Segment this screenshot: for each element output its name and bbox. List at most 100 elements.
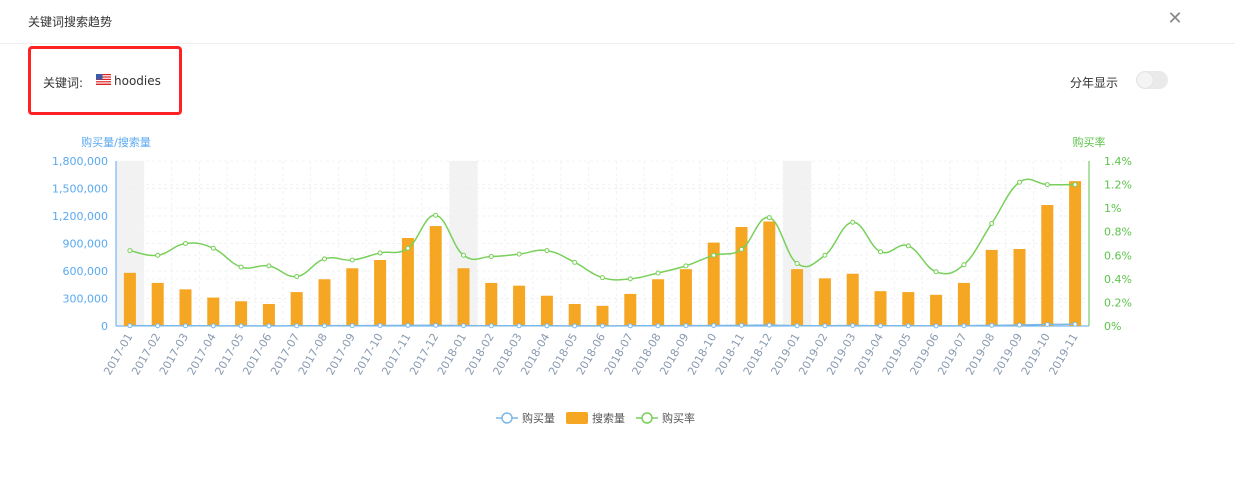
bar-searches xyxy=(818,278,831,326)
right-tick-label: 0% xyxy=(1104,320,1121,333)
bar-searches xyxy=(207,297,220,326)
point-rate xyxy=(627,276,633,282)
point-purchases xyxy=(655,323,661,329)
keyword-label: 关键词: xyxy=(43,76,84,90)
point-rate xyxy=(600,275,605,281)
keyword-value: hoodies xyxy=(114,74,161,88)
bar-searches xyxy=(1069,181,1082,326)
point-rate xyxy=(905,243,911,249)
dialog-header: 关键词搜索趋势 ✕ xyxy=(0,0,1235,44)
right-axis-title: 购买率 xyxy=(1073,135,1106,149)
legend-swatch-marker[interactable] xyxy=(641,412,653,424)
point-rate xyxy=(238,264,244,270)
left-tick-label: 1,800,000 xyxy=(52,155,108,168)
bar-searches xyxy=(485,282,498,326)
point-purchases xyxy=(377,323,383,329)
point-rate xyxy=(850,219,856,225)
point-purchases xyxy=(349,323,355,329)
close-icon[interactable]: ✕ xyxy=(1167,8,1183,29)
point-purchases xyxy=(155,323,161,329)
point-purchases xyxy=(600,323,605,329)
legend-swatch-marker[interactable] xyxy=(501,412,513,424)
point-rate xyxy=(210,245,216,251)
point-rate xyxy=(183,241,188,246)
point-purchases xyxy=(516,323,522,329)
bar-searches xyxy=(1013,249,1026,326)
right-tick-label: 0.6% xyxy=(1104,249,1132,262)
bar-searches xyxy=(151,282,164,326)
bar-searches xyxy=(513,285,526,326)
year-toggle-switch[interactable] xyxy=(1136,71,1168,89)
point-purchases xyxy=(210,323,216,329)
point-purchases xyxy=(878,323,883,329)
legend-label[interactable]: 购买量 xyxy=(522,411,555,425)
toggle-knob xyxy=(1137,72,1153,88)
right-tick-label: 0.2% xyxy=(1104,296,1132,309)
bar-searches xyxy=(568,304,581,326)
bar-searches xyxy=(401,238,414,326)
point-purchases xyxy=(294,323,300,329)
point-purchases xyxy=(739,322,744,328)
point-purchases xyxy=(822,323,828,329)
point-purchases xyxy=(183,323,188,329)
legend-label[interactable]: 搜索量 xyxy=(592,411,625,425)
point-purchases xyxy=(766,322,772,328)
point-purchases xyxy=(322,323,327,329)
point-purchases xyxy=(461,323,466,329)
point-purchases xyxy=(933,323,939,329)
bar-searches xyxy=(735,227,748,326)
bar-searches xyxy=(262,304,275,326)
point-purchases xyxy=(127,323,133,329)
point-purchases xyxy=(488,323,494,329)
bar-searches xyxy=(540,295,553,326)
bar-searches xyxy=(318,279,331,326)
point-rate xyxy=(989,220,995,226)
point-rate xyxy=(461,252,466,258)
point-purchases xyxy=(405,322,411,328)
right-tick-label: 0.4% xyxy=(1104,273,1132,286)
bar-searches xyxy=(874,291,887,326)
bar-searches xyxy=(791,269,804,326)
point-rate xyxy=(433,212,439,218)
right-tick-label: 1.4% xyxy=(1104,155,1132,168)
point-rate xyxy=(544,248,550,254)
point-purchases xyxy=(1044,322,1050,328)
us-flag-icon xyxy=(96,74,111,85)
point-purchases xyxy=(627,323,633,329)
bar-searches xyxy=(123,272,136,326)
bar-searches xyxy=(985,249,998,326)
point-purchases xyxy=(266,323,272,329)
left-tick-label: 600,000 xyxy=(63,265,109,278)
point-rate xyxy=(1017,179,1022,185)
point-purchases xyxy=(989,322,995,328)
point-rate xyxy=(1044,182,1050,188)
point-rate xyxy=(155,252,161,258)
point-rate xyxy=(794,261,800,267)
dialog-title: 关键词搜索趋势 xyxy=(28,15,113,29)
keyword-highlight-box xyxy=(28,46,182,115)
bar-searches xyxy=(429,226,442,326)
legend-label[interactable]: 购买率 xyxy=(662,411,695,425)
point-rate xyxy=(572,259,578,265)
point-purchases xyxy=(850,323,856,329)
bar-searches xyxy=(763,221,776,326)
point-rate xyxy=(766,215,772,221)
point-rate xyxy=(739,246,744,252)
point-rate xyxy=(377,250,383,256)
bar-searches xyxy=(652,279,665,326)
left-axis-title: 购买量/搜索量 xyxy=(81,135,151,149)
point-rate xyxy=(294,274,300,279)
point-rate xyxy=(933,269,939,275)
bar-searches xyxy=(596,305,609,326)
point-rate xyxy=(961,262,967,268)
legend-swatch[interactable] xyxy=(566,412,588,424)
bar-searches xyxy=(457,268,470,326)
bar-searches xyxy=(679,269,692,326)
right-tick-label: 0.8% xyxy=(1104,226,1132,239)
bar-searches xyxy=(179,289,192,326)
bar-searches xyxy=(235,301,248,326)
bar-searches xyxy=(957,282,970,326)
point-purchases xyxy=(794,323,800,329)
point-purchases xyxy=(683,323,689,329)
